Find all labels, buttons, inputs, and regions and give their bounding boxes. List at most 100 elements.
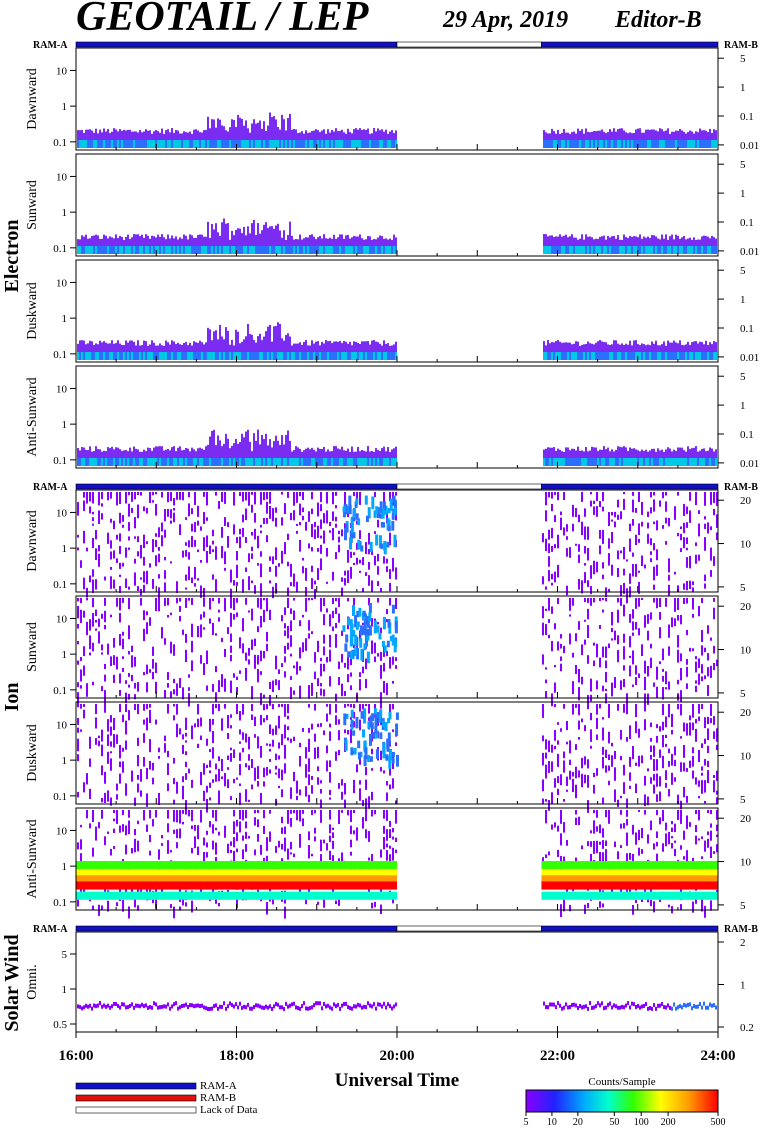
spectrogram-cell: [285, 352, 287, 360]
spectrogram-cell: [681, 130, 683, 148]
spectrogram-cell: [565, 1002, 567, 1007]
spectrogram-cell: [218, 756, 220, 762]
legend-label: RAM-B: [200, 1092, 236, 1104]
spectrogram-cell: [353, 352, 355, 360]
spectrogram-cell: [80, 704, 82, 709]
spectrogram-cell: [353, 779, 355, 794]
spectrogram-cell: [77, 692, 79, 706]
spectrogram-cell: [311, 853, 313, 857]
spectrogram-cell: [113, 352, 115, 360]
spectrogram-cell: [165, 340, 167, 360]
spectrogram-cell: [143, 704, 145, 711]
spectrogram-cell: [325, 1004, 327, 1009]
spectrogram-cell: [605, 140, 607, 148]
spectrogram-cell: [101, 458, 103, 466]
spectrogram-cell: [77, 738, 79, 752]
spectrogram-cell: [659, 726, 661, 732]
spectrogram-cell: [107, 458, 109, 466]
spectrogram-cell: [614, 521, 616, 528]
spectrogram-cell: [122, 631, 124, 636]
spectrogram-cell: [614, 630, 616, 641]
legend-swatch: [75, 1082, 197, 1090]
spectrogram-cell: [227, 1004, 229, 1009]
spectrogram-cell: [155, 898, 157, 909]
spectrogram-cell: [209, 352, 211, 360]
spectrogram-cell: [251, 458, 253, 466]
spectrogram-cell: [351, 458, 353, 466]
spectrogram-cell: [257, 246, 259, 254]
spectrogram-cell: [355, 716, 359, 729]
spectrogram-cell: [217, 246, 219, 254]
spectrogram-cell: [241, 1005, 243, 1010]
spectrogram-cell: [161, 1004, 163, 1009]
spectrogram-cell: [553, 342, 555, 360]
spectrogram-cell: [213, 1004, 215, 1009]
spectrogram-cell: [225, 327, 227, 360]
spectrogram-cell: [377, 128, 379, 148]
spectrogram-cell: [317, 447, 319, 466]
spectrogram-cell: [394, 621, 398, 634]
spectrogram-cell: [601, 449, 603, 466]
spectrogram-cell: [101, 352, 103, 360]
spectrogram-cell: [135, 1003, 137, 1008]
spectrogram-cell: [259, 458, 261, 466]
spectrogram-cell: [698, 795, 700, 799]
spectrogram-cell: [709, 447, 711, 466]
spectrogram-cell: [565, 246, 567, 254]
spectrogram-cell: [359, 751, 363, 758]
spectrogram-cell: [389, 131, 391, 148]
spectrogram-cell: [167, 672, 169, 680]
spectrogram-cell: [693, 246, 695, 254]
spectrogram-cell: [287, 598, 289, 609]
spectrogram-cell: [626, 810, 628, 817]
spectrogram-cell: [377, 519, 379, 528]
spectrogram-cell: [653, 784, 655, 794]
spectrogram-cell: [203, 790, 205, 802]
spectrogram-cell: [584, 774, 586, 784]
spectrogram-cell: [555, 352, 557, 360]
spectrogram-cell: [255, 246, 257, 254]
spectrogram-cell: [656, 759, 658, 771]
spectrogram-cell: [257, 736, 259, 749]
spectrogram-cell: [113, 140, 115, 148]
spectrogram-cell: [311, 246, 313, 254]
spectrogram-cell: [247, 458, 249, 466]
spectrogram-cell: [686, 557, 688, 568]
spectrogram-cell: [143, 810, 145, 821]
spectrogram-cell: [255, 235, 257, 254]
spectrogram-cell: [255, 440, 257, 466]
spectrogram-cell: [701, 448, 703, 466]
spectrogram-cell: [686, 522, 688, 528]
spectrogram-cell: [710, 718, 712, 724]
spectrogram-cell: [293, 690, 295, 695]
spectrogram-cell: [339, 352, 341, 360]
spectrogram-cell: [207, 116, 209, 148]
spectrogram-cell: [119, 744, 121, 759]
spectrogram-cell: [289, 113, 291, 148]
spectrogram-cell: [254, 810, 256, 814]
spectrogram-cell: [338, 544, 340, 553]
spectrogram-cell: [599, 851, 601, 862]
spectrogram-cell: [131, 645, 133, 652]
spectrogram-cell: [122, 747, 124, 752]
spectrogram-cell: [671, 821, 673, 825]
spectrogram-cell: [188, 687, 190, 691]
spectrogram-cell: [251, 492, 253, 495]
spectrogram-cell: [338, 719, 340, 725]
spectrogram-cell: [275, 765, 277, 770]
spectrogram-cell: [566, 524, 568, 532]
spectrogram-cell: [229, 246, 231, 254]
spectrogram-cell: [699, 246, 701, 254]
spectrogram-cell: [554, 778, 556, 788]
spectrogram-cell: [380, 627, 382, 634]
spectrogram-cell: [107, 831, 109, 834]
spectrogram-cell: [119, 449, 121, 466]
spectrogram-cell: [191, 577, 193, 584]
spectrogram-cell: [267, 228, 269, 254]
spectrogram-cell: [169, 246, 171, 254]
spectrogram-cell: [153, 236, 155, 254]
spectrogram-cell: [287, 352, 289, 360]
colorbar-tick-label: 500: [711, 1117, 726, 1128]
spectrogram-cell: [693, 341, 695, 360]
spectrogram-cell: [95, 343, 97, 360]
